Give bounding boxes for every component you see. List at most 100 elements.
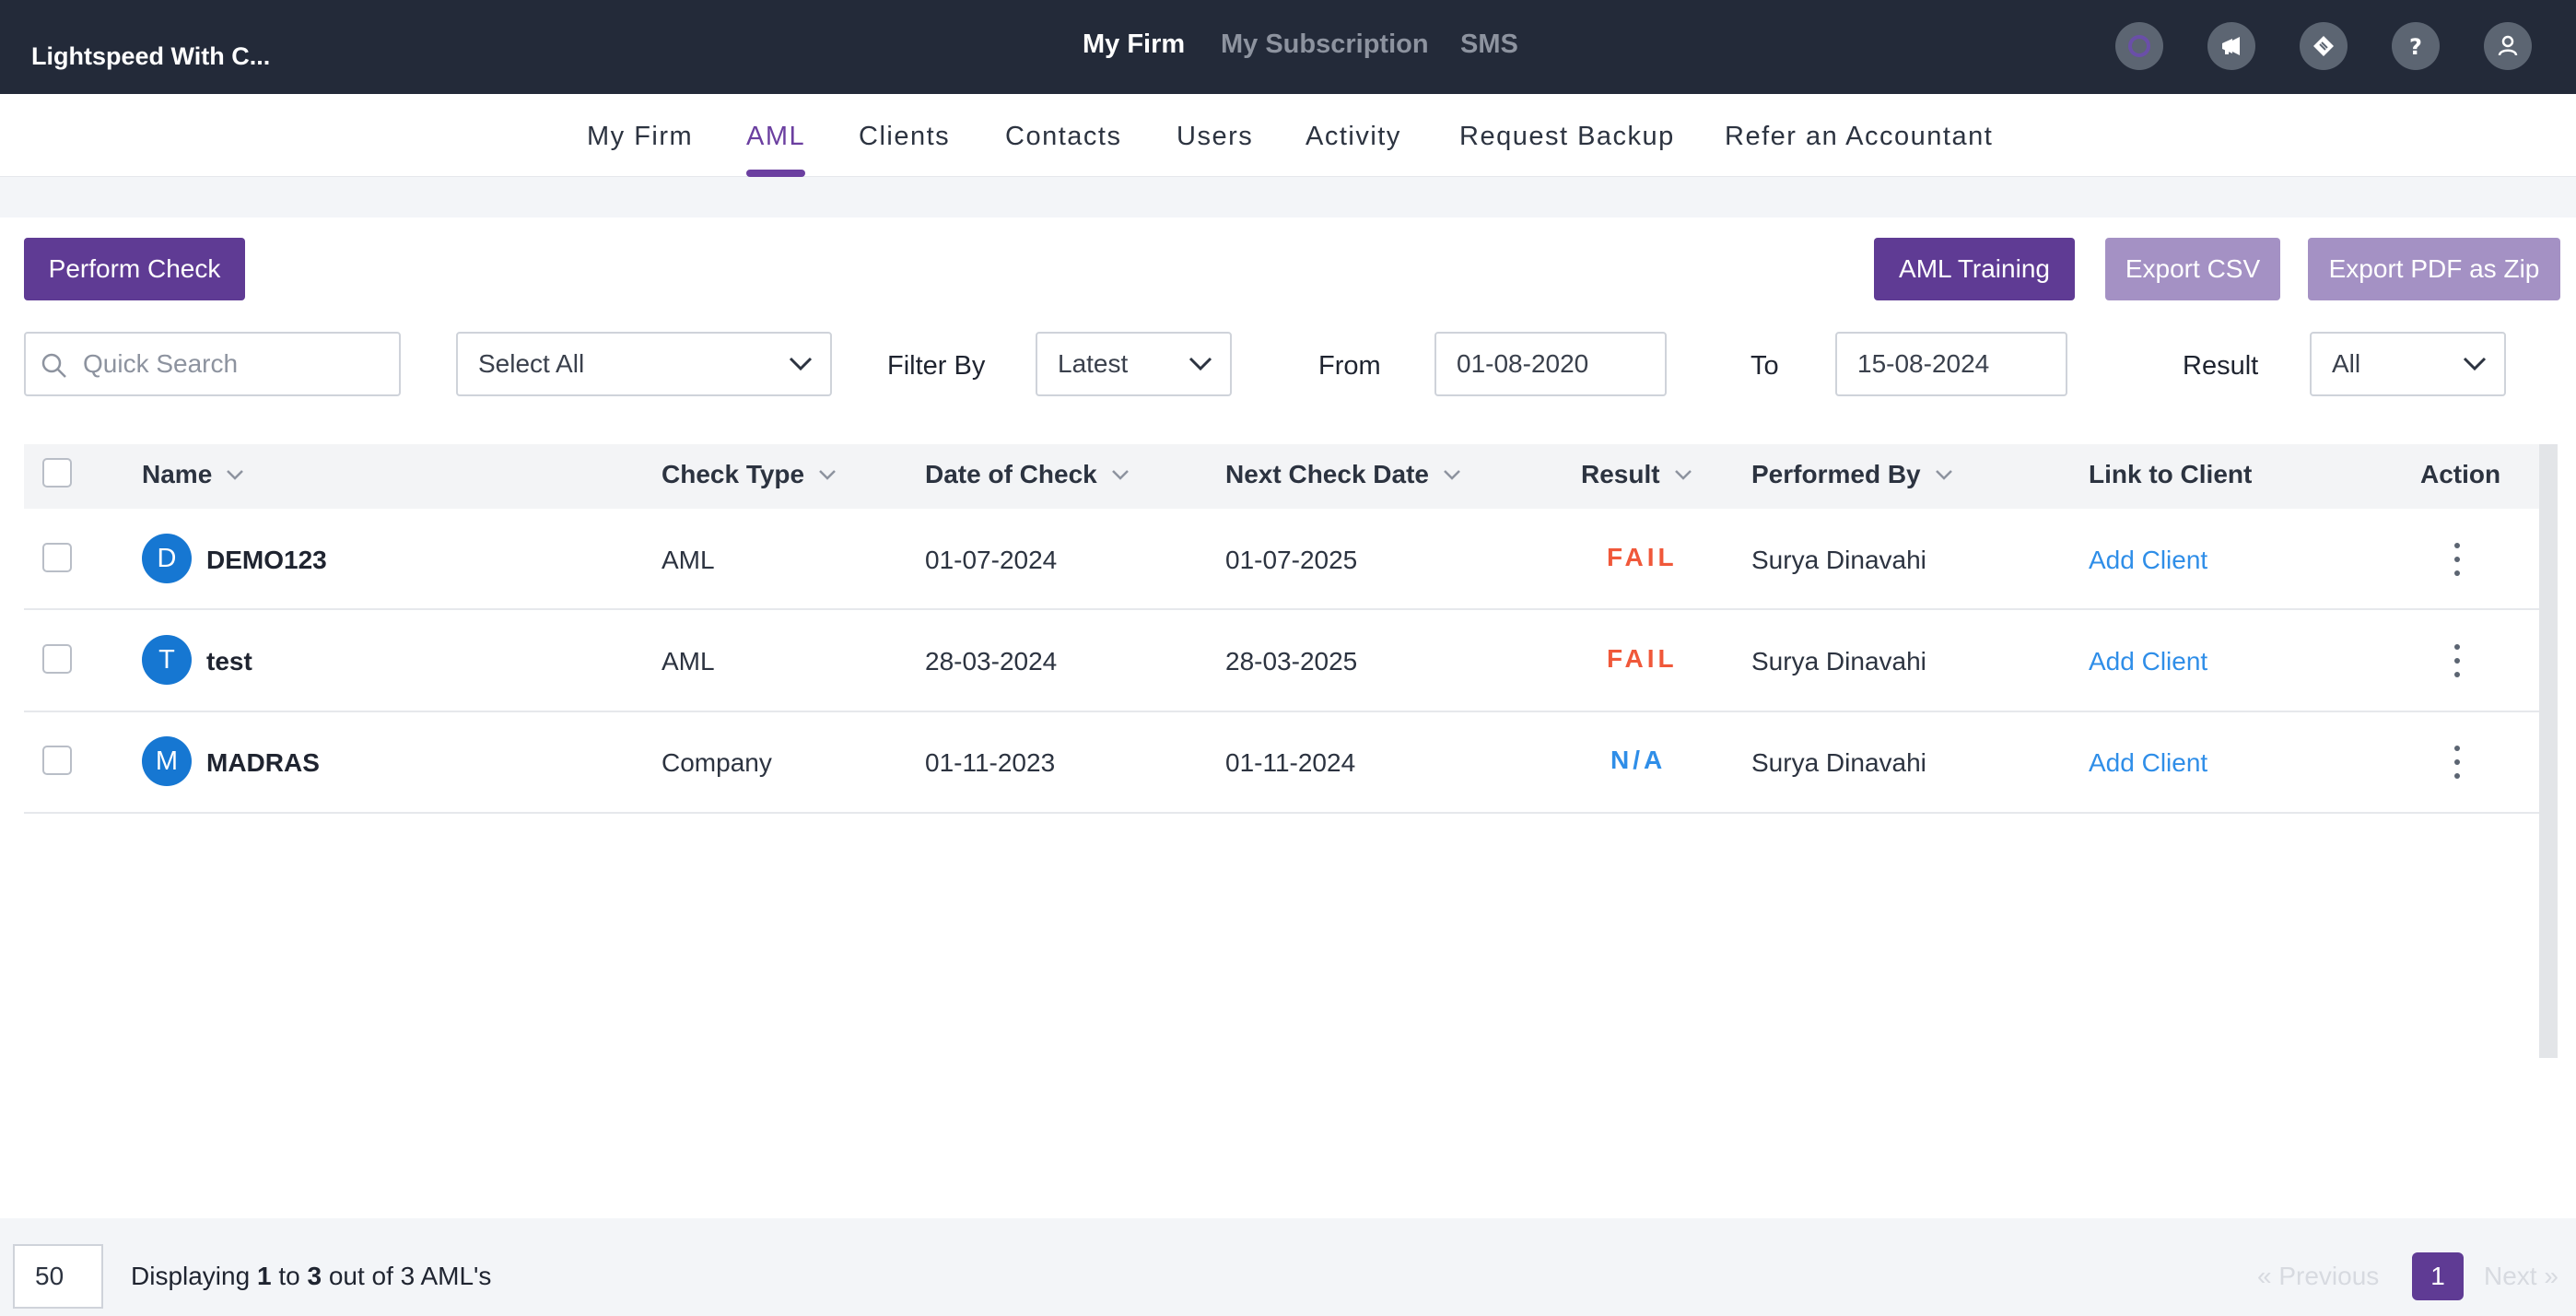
displaying-prefix: Displaying (131, 1262, 251, 1290)
row-performed-by: Surya Dinavahi (1751, 647, 1926, 676)
top-navbar: Lightspeed With C... My Firm My Subscrip… (0, 0, 2576, 94)
row-performed-by: Surya Dinavahi (1751, 546, 1926, 574)
export-pdf-zip-button[interactable]: Export PDF as Zip (2308, 238, 2560, 300)
displaying-suffix: out of 3 AML's (328, 1262, 492, 1290)
from-date-input[interactable]: 01-08-2020 (1434, 332, 1667, 396)
select-all-checkbox[interactable] (42, 458, 72, 488)
col-date-of-check-label: Date of Check (925, 460, 1097, 488)
to-label: To (1751, 351, 1779, 381)
current-page-button[interactable]: 1 (2412, 1252, 2464, 1300)
sort-chevron-icon (227, 470, 244, 480)
topnav-my-subscription[interactable]: My Subscription (1221, 29, 1429, 59)
filter-by-dropdown[interactable]: Latest (1036, 332, 1232, 396)
next-page-button[interactable]: Next » (2484, 1262, 2558, 1290)
col-performed-by-header[interactable]: Performed By (1751, 460, 1954, 489)
tab-aml[interactable]: AML (746, 122, 806, 151)
row-name[interactable]: DEMO123 (206, 546, 327, 574)
row-check-type: AML (662, 647, 715, 676)
col-name-label: Name (142, 460, 213, 488)
col-check-type-header[interactable]: Check Type (662, 460, 837, 489)
export-csv-button[interactable]: Export CSV (2105, 238, 2280, 300)
perform-check-button[interactable]: Perform Check (24, 238, 245, 300)
displaying-to: 3 (307, 1262, 322, 1290)
row-performed-by: Surya Dinavahi (1751, 748, 1926, 777)
avatar: D (142, 534, 192, 583)
sort-chevron-icon (1444, 470, 1460, 480)
previous-page-button[interactable]: « Previous (2257, 1262, 2380, 1290)
topnav-sms[interactable]: SMS (1460, 29, 1518, 59)
add-client-link[interactable]: Add Client (2089, 546, 2208, 574)
page-size-input[interactable]: 50 (13, 1244, 103, 1309)
kebab-menu-icon[interactable] (2453, 644, 2462, 677)
filter-by-label: Filter By (887, 351, 986, 381)
tab-clients[interactable]: Clients (859, 122, 951, 151)
avatar: M (142, 736, 192, 786)
ticket-icon[interactable] (2300, 22, 2348, 70)
result-dropdown[interactable]: All (2310, 332, 2506, 396)
chevron-down-icon (1188, 357, 1212, 371)
sort-chevron-icon (819, 470, 836, 480)
tab-request-backup[interactable]: Request Backup (1459, 122, 1675, 151)
tab-activity[interactable]: Activity (1306, 122, 1401, 151)
select-all-dropdown[interactable]: Select All (456, 332, 832, 396)
col-action-label: Action (2420, 460, 2501, 488)
pagination-footer (0, 1218, 2576, 1316)
table-scrollbar[interactable] (2539, 444, 2558, 1058)
search-input[interactable]: Quick Search (24, 332, 401, 396)
sub-navbar: My Firm AML Clients Contacts Users Activ… (0, 94, 2576, 177)
col-result-header[interactable]: Result (1581, 460, 1693, 489)
row-name[interactable]: MADRAS (206, 748, 320, 777)
row-name[interactable]: test (206, 647, 252, 676)
filter-by-value: Latest (1058, 349, 1129, 378)
google-icon[interactable] (2115, 22, 2163, 70)
megaphone-icon[interactable] (2207, 22, 2255, 70)
col-check-type-label: Check Type (662, 460, 805, 488)
row-checkbox[interactable] (42, 644, 72, 674)
row-date-of-check: 28-03-2024 (925, 647, 1058, 676)
add-client-link[interactable]: Add Client (2089, 647, 2208, 676)
search-placeholder: Quick Search (83, 349, 239, 378)
avatar: T (142, 635, 192, 685)
col-next-check-date-label: Next Check Date (1225, 460, 1429, 488)
svg-text:?: ? (2409, 34, 2422, 60)
user-icon[interactable] (2484, 22, 2532, 70)
col-result-label: Result (1581, 460, 1660, 488)
tab-users[interactable]: Users (1177, 122, 1254, 151)
tab-contacts[interactable]: Contacts (1005, 122, 1122, 151)
col-next-check-date-header[interactable]: Next Check Date (1225, 460, 1462, 489)
sort-chevron-icon (1674, 470, 1692, 480)
row-next-check-date: 01-11-2024 (1225, 748, 1356, 777)
row-checkbox[interactable] (42, 746, 72, 775)
topnav-my-firm[interactable]: My Firm (1083, 29, 1186, 59)
row-result-badge: FAIL (1607, 644, 1678, 673)
aml-training-button[interactable]: AML Training (1874, 238, 2075, 300)
col-link-to-client-label: Link to Client (2089, 460, 2253, 488)
add-client-link[interactable]: Add Client (2089, 748, 2208, 777)
active-tab-indicator (746, 170, 805, 177)
row-result-badge: FAIL (1607, 543, 1678, 571)
row-divider (24, 711, 2539, 712)
sort-chevron-icon (1935, 470, 1952, 480)
col-name-header[interactable]: Name (142, 460, 245, 489)
chevron-down-icon (789, 357, 813, 371)
row-checkbox[interactable] (42, 543, 72, 572)
to-date-input[interactable]: 15-08-2024 (1835, 332, 2067, 396)
result-label: Result (2183, 351, 2259, 381)
kebab-menu-icon[interactable] (2453, 543, 2462, 576)
table-header (24, 444, 2539, 509)
aml-panel (4, 217, 2572, 1218)
firm-name[interactable]: Lightspeed With C... (31, 42, 271, 70)
tab-refer-accountant[interactable]: Refer an Accountant (1725, 122, 1994, 151)
col-date-of-check-header[interactable]: Date of Check (925, 460, 1130, 489)
select-all-value: Select All (478, 349, 585, 378)
help-icon[interactable]: ? (2392, 22, 2440, 70)
col-link-to-client-header: Link to Client (2089, 460, 2252, 489)
row-check-type: AML (662, 546, 715, 574)
row-next-check-date: 28-03-2025 (1225, 647, 1358, 676)
kebab-menu-icon[interactable] (2453, 746, 2462, 779)
tab-my-firm[interactable]: My Firm (587, 122, 694, 151)
search-icon (41, 353, 66, 378)
row-divider (24, 608, 2539, 610)
col-performed-by-label: Performed By (1751, 460, 1921, 488)
from-label: From (1318, 351, 1381, 381)
